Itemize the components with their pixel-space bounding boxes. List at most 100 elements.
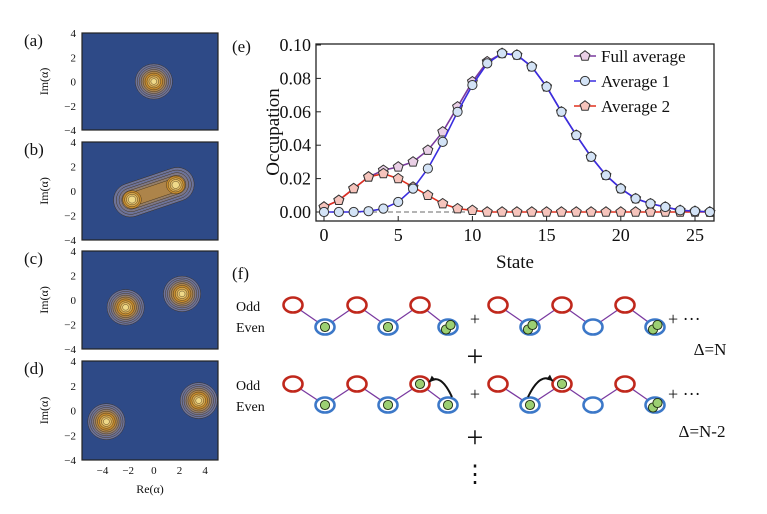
y-tick-label: 4 [71,356,77,368]
data-point [496,206,508,217]
odd-label-row2: Odd [236,379,260,394]
odd-site [409,296,431,314]
odd-site [282,375,304,393]
y-tick-label: 0.06 [280,102,312,122]
data-point [452,202,464,214]
data-point [555,206,567,217]
y-tick-label: 0 [71,406,77,418]
legend: Full average Average 1 Average 2 [574,47,686,116]
hop-arrow [428,378,453,398]
odd-label-row1: Odd [236,300,260,315]
y-axis-label: Im(α) [37,397,51,425]
data-point [437,136,448,147]
data-point [541,81,552,92]
hop-arrow [527,377,554,398]
y-tick-label: −2 [64,211,76,223]
data-point [466,204,478,215]
odd-site [346,296,368,314]
delta-n-label: Δ=N [694,340,727,359]
y-tick-label: 2 [71,271,77,283]
particle [442,399,454,411]
data-point [348,182,360,194]
data-point [452,106,463,117]
lattice-config [487,374,666,414]
plus-more-row1: + ··· [668,309,701,329]
panel-label-e: (e) [232,37,251,56]
data-point [333,194,345,205]
data-point [689,206,701,217]
contour-level [122,304,129,311]
plus-row2: + [470,384,480,404]
data-point [407,156,419,167]
wigner-panels: (a) 4 2 0 −2 −4 Im(α) (b) 4 2 0 −2 −4 Im(α) (c) 4 2 0 −2 −4… [24,28,219,496]
y-axis-label: Im(α) [37,177,51,205]
data-point [615,206,627,217]
arrowhead-icon [429,375,436,382]
wigner-panel-c: (c) 4 2 0 −2 −4 Im(α) [24,246,219,356]
contour-level [103,418,110,425]
y-tick-label: −4 [64,125,76,137]
particle [652,319,663,331]
data-point [318,206,330,218]
data-point [675,205,686,216]
particle [319,399,331,411]
data-point [333,206,344,218]
lattice-config [282,375,459,414]
data-point [437,197,449,209]
odd-site [487,296,509,314]
plus-below-rows: + [467,421,484,454]
data-point [363,171,375,182]
even-label-row1: Even [236,321,265,336]
legend-marker [579,75,591,87]
data-point [496,48,508,59]
y-tick-label: −2 [64,320,76,332]
y-axis-label: Occupation [263,88,284,176]
y-tick-label: 2 [71,162,77,174]
data-point [392,161,404,172]
legend-item: Average 1 [574,72,670,91]
data-point [511,206,523,217]
data-point [407,183,419,194]
legend-label: Full average [601,47,686,66]
contour-level [150,78,158,85]
x-tick-label: 0 [320,225,329,245]
x-tick-label: −4 [97,465,109,477]
y-tick-label: 0 [71,77,77,89]
y-tick-label: 0 [71,295,77,307]
x-tick-label: 10 [463,225,481,245]
data-point [392,172,404,184]
legend-marker [579,100,591,111]
data-point [526,206,538,217]
data-point [704,206,715,218]
y-tick-label: −2 [64,101,76,113]
y-tick-label: 0.10 [280,35,312,55]
data-point [541,206,553,217]
particle [445,319,456,331]
y-tick-label: −2 [64,430,76,442]
particle [652,397,663,409]
y-tick-label: −4 [64,344,76,356]
plot-frame [315,43,715,222]
y-tick-label: −4 [64,455,76,467]
data-point [467,79,478,91]
legend-label: Average 2 [601,97,670,116]
plus-row1: + [470,309,480,329]
arrowhead-icon [546,374,553,381]
wigner-panel-b: (b) 4 2 0 −2 −4 Im(α) [24,137,219,247]
legend-item: Average 2 [574,97,670,116]
data-point [660,201,671,213]
data-point [556,106,567,117]
odd-site [614,375,636,393]
contour-level [171,181,180,189]
data-point [378,203,389,214]
particle [524,399,536,411]
data-point [585,206,597,217]
particle [414,378,426,390]
odd-site [346,375,368,393]
particle [556,378,568,390]
delta-n-minus-2-label: Δ=N-2 [679,422,726,441]
data-point [600,170,612,181]
x-tick-label: 25 [686,225,704,245]
y-tick-label: 0 [71,186,77,198]
data-point [511,49,523,61]
